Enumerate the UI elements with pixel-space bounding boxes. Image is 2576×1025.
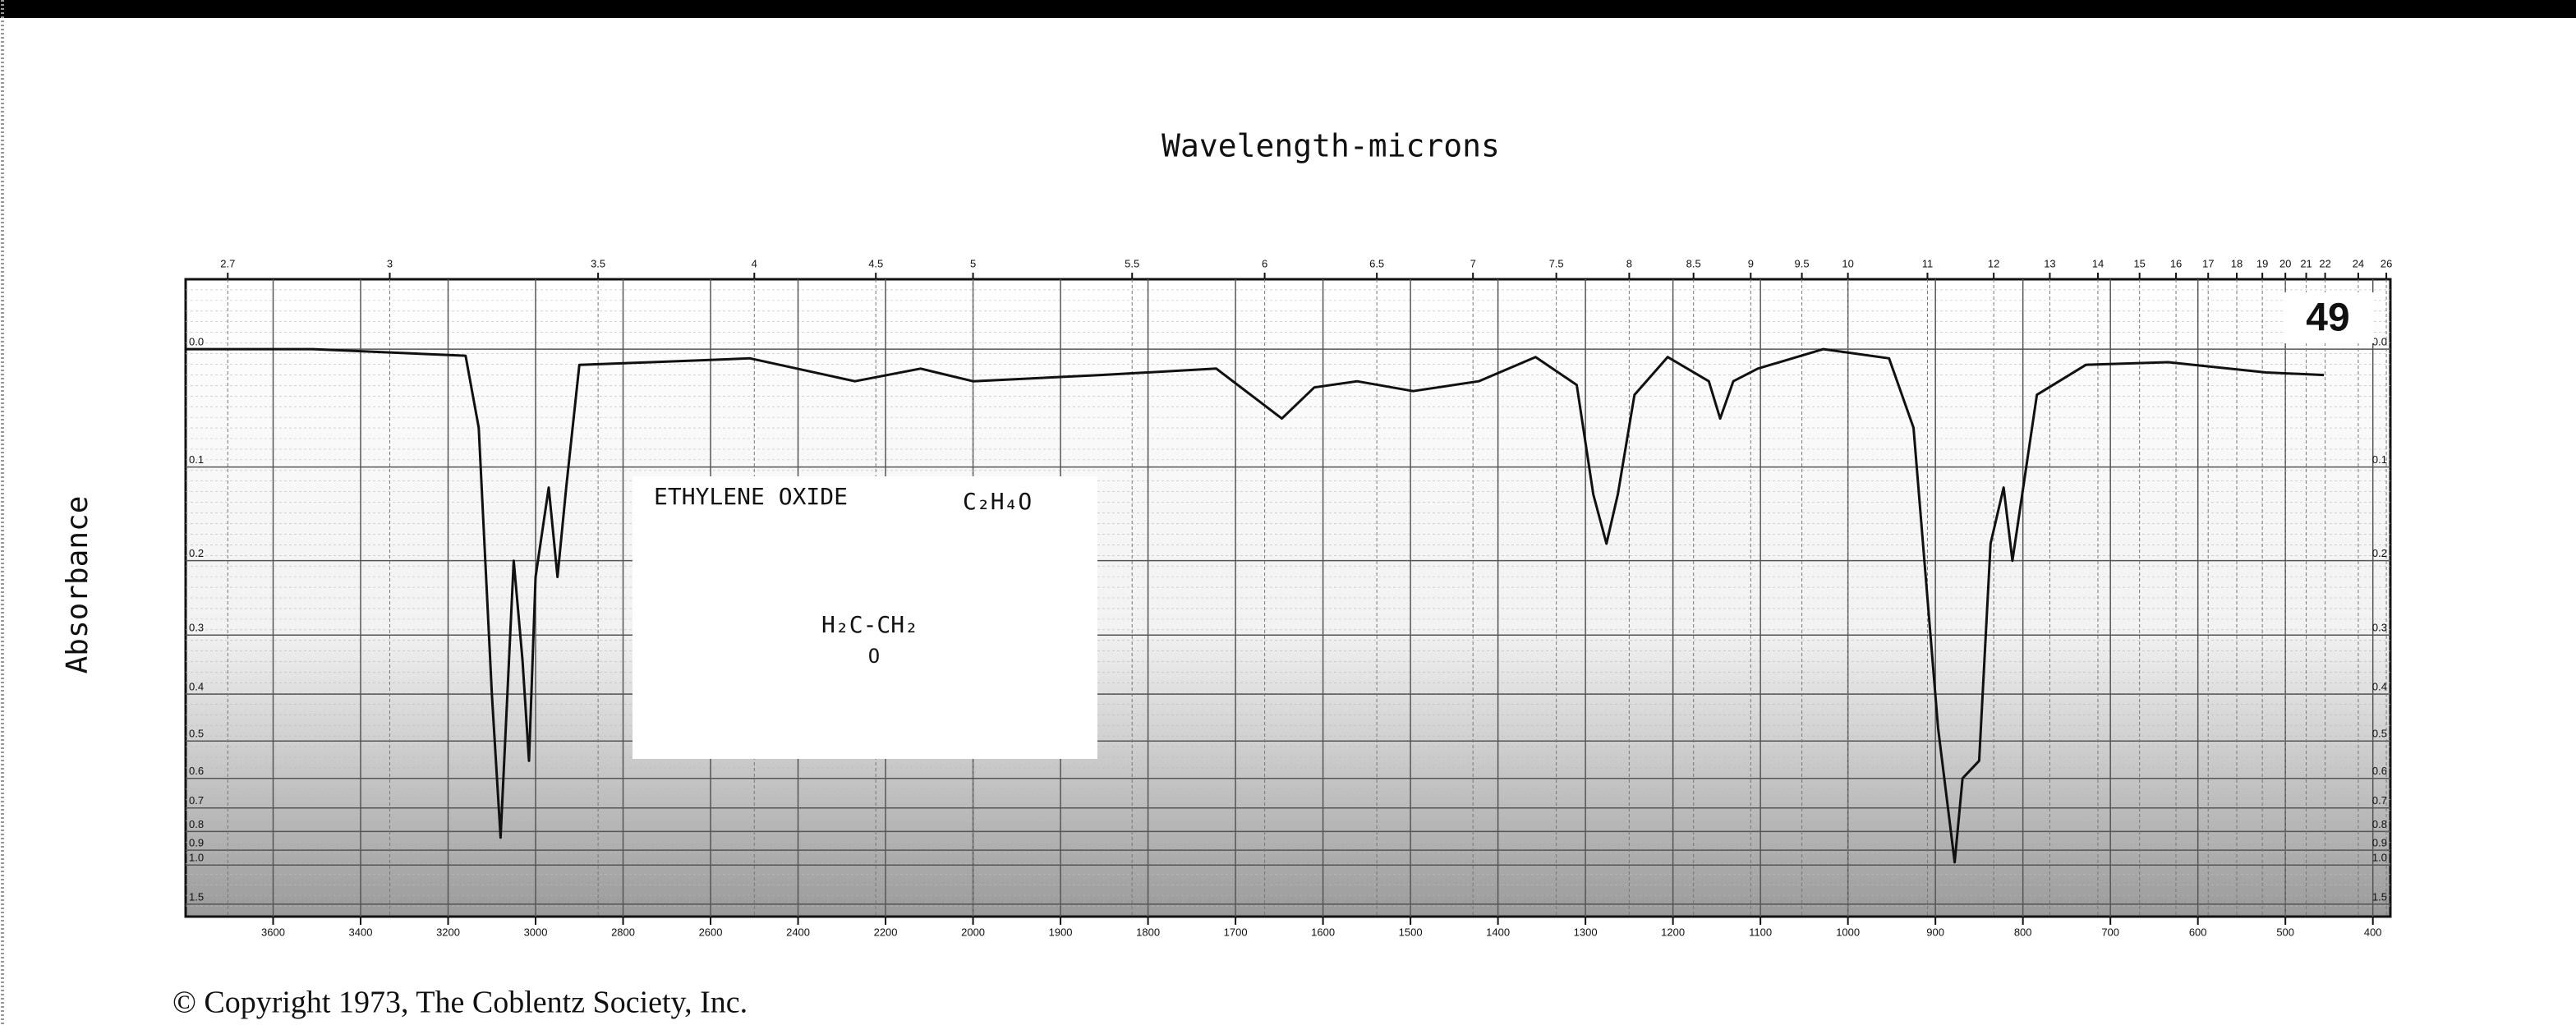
y-tick-label: 0.3 bbox=[2372, 622, 2387, 634]
x2-tick-label: 20 bbox=[2279, 257, 2291, 269]
x2-tick-label: 21 bbox=[2300, 257, 2312, 269]
x-tick-label: 1400 bbox=[1486, 926, 1510, 938]
x2-tick-label: 8.5 bbox=[1686, 257, 1701, 269]
x2-tick-label: 9 bbox=[1748, 257, 1754, 269]
y-tick-label: 0.6 bbox=[2372, 765, 2387, 777]
structure: H₂C-CH₂ bbox=[821, 611, 918, 638]
x2-tick-label: 5 bbox=[970, 257, 976, 269]
x-tick-label: 1000 bbox=[1836, 926, 1860, 938]
x2-tick-label: 3 bbox=[387, 257, 393, 269]
top-bar bbox=[0, 0, 2576, 18]
y-tick-label: 0.6 bbox=[189, 765, 204, 777]
x2-tick-label: 19 bbox=[2256, 257, 2268, 269]
y-tick-label: 1.0 bbox=[2372, 852, 2387, 864]
x-tick-label: 1300 bbox=[1574, 926, 1598, 938]
y-tick-label: 0.4 bbox=[189, 681, 204, 693]
x-tick-label: 2000 bbox=[961, 926, 985, 938]
x2-tick-label: 8 bbox=[1626, 257, 1632, 269]
info-box bbox=[632, 476, 1097, 759]
x2-tick-label: 3.5 bbox=[591, 257, 605, 269]
y-tick-label: 0.8 bbox=[189, 818, 204, 830]
x2-tick-label: 10 bbox=[1842, 257, 1853, 269]
x-tick-label: 800 bbox=[2014, 926, 2032, 938]
x-tick-label: 2800 bbox=[611, 926, 635, 938]
number-box bbox=[2284, 292, 2374, 343]
y-tick-label: 0.1 bbox=[189, 453, 204, 466]
x-tick-label: 1200 bbox=[1661, 926, 1685, 938]
x-tick-label: 3200 bbox=[436, 926, 460, 938]
x-tick-label: 400 bbox=[2364, 926, 2382, 938]
y-tick-label: 0.5 bbox=[2372, 728, 2387, 740]
x-tick-label: 1500 bbox=[1399, 926, 1423, 938]
y-tick-label: 0.1 bbox=[2372, 453, 2387, 466]
x2-tick-label: 22 bbox=[2319, 257, 2330, 269]
x2-tick-label: 7 bbox=[1470, 257, 1476, 269]
x2-tick-label: 12 bbox=[1988, 257, 1999, 269]
y-tick-label: 0.7 bbox=[189, 794, 204, 807]
x-tick-label: 900 bbox=[1926, 926, 1944, 938]
x-tick-label: 1800 bbox=[1136, 926, 1160, 938]
x-tick-label: 2400 bbox=[786, 926, 810, 938]
x-tick-label: 700 bbox=[2101, 926, 2119, 938]
compound-name: ETHYLENE OXIDE bbox=[654, 483, 848, 510]
y-tick-label: 1.0 bbox=[189, 852, 204, 864]
y-tick-label: 0.5 bbox=[189, 728, 204, 740]
x-tick-label: 1100 bbox=[1749, 926, 1772, 938]
x2-tick-label: 17 bbox=[2202, 257, 2214, 269]
x2-tick-label: 5.5 bbox=[1125, 257, 1139, 269]
y-tick-label: 0.4 bbox=[2372, 681, 2387, 693]
y-tick-label: 0.0 bbox=[2372, 336, 2387, 348]
x2-tick-label: 2.7 bbox=[220, 257, 235, 269]
grid bbox=[186, 279, 2390, 917]
x-tick-label: 1700 bbox=[1224, 926, 1248, 938]
x2-tick-label: 13 bbox=[2044, 257, 2055, 269]
y-axis-label: Absorbance bbox=[61, 496, 94, 674]
chart-title: Wavelength-microns bbox=[1162, 128, 1500, 164]
y-tick-label: 0.3 bbox=[189, 622, 204, 634]
formula: C₂H₄O bbox=[963, 488, 1032, 515]
x2-tick-label: 6 bbox=[1262, 257, 1267, 269]
x2-tick-label: 6.5 bbox=[1369, 257, 1384, 269]
x-tick-label: 500 bbox=[2276, 926, 2294, 938]
structure-bridge: O bbox=[868, 645, 880, 668]
y-tick-label: 0.7 bbox=[2372, 794, 2387, 807]
x-tick-label: 1900 bbox=[1049, 926, 1073, 938]
y-tick-label: 0.0 bbox=[189, 336, 204, 348]
y-tick-label: 0.2 bbox=[2372, 547, 2387, 559]
y-tick-label: 0.9 bbox=[2372, 837, 2387, 849]
y-tick-label: 0.2 bbox=[189, 547, 204, 559]
y-tick-label: 0.9 bbox=[189, 837, 204, 849]
y-tick-label: 1.5 bbox=[2372, 890, 2387, 903]
x2-tick-label: 16 bbox=[2170, 257, 2182, 269]
x-tick-label: 2600 bbox=[699, 926, 723, 938]
x-tick-label: 600 bbox=[2189, 926, 2207, 938]
x-tick-label: 2200 bbox=[874, 926, 898, 938]
x-tick-label: 3000 bbox=[524, 926, 548, 938]
x2-tick-label: 4 bbox=[752, 257, 757, 269]
y-tick-label: 0.8 bbox=[2372, 818, 2387, 830]
y-tick-label: 1.5 bbox=[189, 890, 204, 903]
spectrum-number: 49 bbox=[2306, 296, 2349, 340]
x2-tick-label: 24 bbox=[2353, 257, 2364, 269]
x2-tick-label: 18 bbox=[2231, 257, 2242, 269]
x2-tick-label: 4.5 bbox=[868, 257, 883, 269]
x-tick-label: 1600 bbox=[1311, 926, 1335, 938]
x-tick-label: 3600 bbox=[261, 926, 285, 938]
spectrum-line bbox=[186, 347, 2325, 864]
x2-tick-label: 11 bbox=[1922, 257, 1934, 269]
x2-tick-label: 26 bbox=[2380, 257, 2392, 269]
copyright: © Copyright 1973, The Coblentz Society, … bbox=[172, 986, 748, 1020]
x2-tick-label: 14 bbox=[2092, 257, 2104, 269]
x2-tick-label: 9.5 bbox=[1795, 257, 1810, 269]
x2-tick-label: 7.5 bbox=[1549, 257, 1564, 269]
x2-tick-label: 15 bbox=[2133, 257, 2145, 269]
x-tick-label: 3400 bbox=[349, 926, 373, 938]
